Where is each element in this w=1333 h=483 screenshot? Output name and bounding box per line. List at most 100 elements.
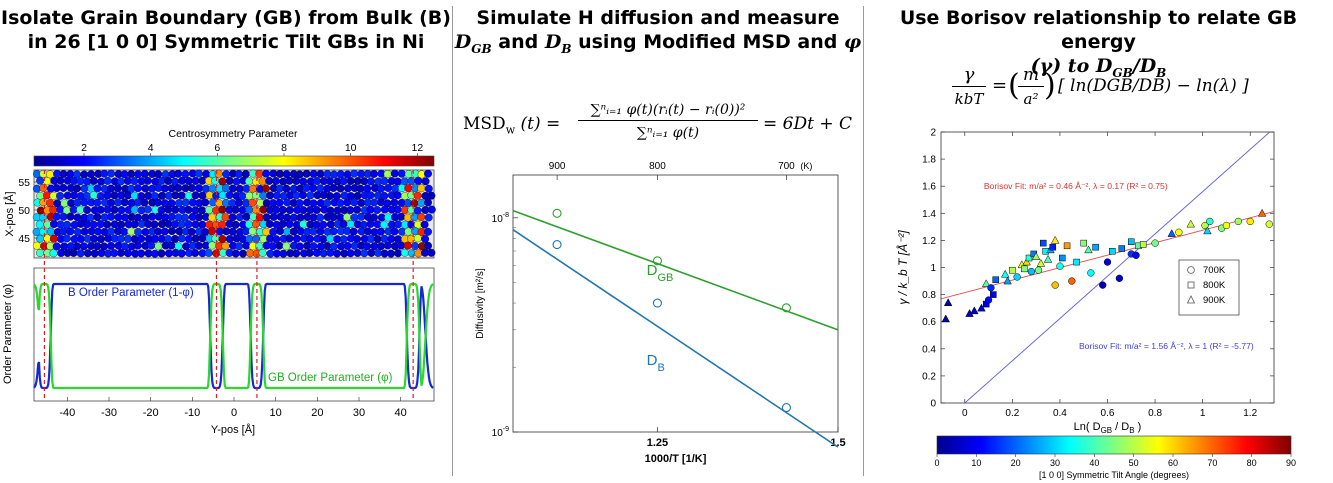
borisov-x-tick-label: 0.6 bbox=[1101, 408, 1115, 419]
atoms-y-tick-label: 45 bbox=[18, 233, 30, 245]
order-x-tick-label: 0 bbox=[231, 407, 237, 419]
borisov-chart: 0 0.2 0.4 0.6 0.8 1 1.2 1.4 1.6 1.8 20 0.2 0.4 0.6 0.8… bbox=[895, 128, 1296, 481]
diffusivity-chart: 10-8 10-9 1.25 1.5 900 800 700 (K) 1000/T [1/K] D… bbox=[475, 161, 846, 465]
csp-colorbar-tick-label: 6 bbox=[214, 142, 220, 154]
diffusivity-y-tick-label: 10-9 bbox=[492, 426, 509, 439]
point-700k bbox=[1034, 266, 1043, 274]
borisov-x-label: Ln( DGB / DB ) bbox=[1074, 421, 1142, 435]
legend-marker-triangle bbox=[1186, 295, 1196, 304]
point-900k bbox=[943, 298, 953, 306]
diffusivity-y-tick-label: 10-8 bbox=[492, 212, 509, 225]
point-800k bbox=[1063, 242, 1071, 250]
csp-colorbar-label: Centrosymmetry Parameter bbox=[169, 128, 298, 140]
msd-rhs: = 6Dt + C bbox=[763, 114, 852, 134]
legend-box bbox=[1178, 259, 1240, 316]
point-900k bbox=[977, 303, 986, 312]
borisov-x-tick-label: 0 bbox=[962, 408, 968, 419]
msd-denominator: ∑ⁿᵢ₌₁ φ(t) bbox=[636, 125, 700, 141]
legend-marker-square bbox=[1187, 281, 1195, 289]
order-x-tick-label: -40 bbox=[59, 407, 75, 419]
angle-colorbar-label: [1 0 0] Symmetric Tilt Angle (degrees) bbox=[1039, 470, 1189, 480]
point-700k bbox=[987, 284, 995, 292]
panel-borisov: Use Borisov relationship to relate GB en… bbox=[864, 0, 1333, 483]
point-700k bbox=[1099, 281, 1107, 289]
borisov-y-tick-label: 1.8 bbox=[922, 155, 936, 166]
temperature-tick-label: 900 bbox=[549, 161, 566, 172]
borisov-y-tick-label: 0.8 bbox=[922, 290, 936, 301]
point-700k bbox=[1222, 221, 1231, 230]
borisov-y-tick-label: 0 bbox=[930, 399, 936, 410]
borisov-points bbox=[941, 208, 1273, 323]
panel-a-title-line2: in 26 [1 0 0] Symmetric Tilt GBs in Ni bbox=[27, 31, 425, 53]
borisov-x-tick-label: 0.2 bbox=[1005, 408, 1019, 419]
borisov-fit-lines bbox=[941, 132, 1274, 403]
legend-marker-circle bbox=[1187, 266, 1195, 274]
panel-b-title-line2: DGB and DB using Modified MSD and φ bbox=[454, 31, 862, 56]
point-900k bbox=[1022, 257, 1031, 266]
point-800k bbox=[1128, 238, 1135, 246]
data-point-d_gb bbox=[781, 303, 791, 313]
point-800k bbox=[1021, 265, 1028, 273]
borisov-y-tick-label: 0.2 bbox=[922, 371, 936, 382]
point-700k bbox=[1201, 221, 1209, 230]
b-order-label: B Order Parameter (1-φ) bbox=[68, 287, 194, 299]
angle-colorbar-tick-label: 20 bbox=[1011, 458, 1021, 468]
point-700k bbox=[1051, 281, 1059, 289]
point-900k bbox=[1043, 254, 1053, 263]
point-700k bbox=[1151, 239, 1159, 247]
point-800k bbox=[1059, 254, 1066, 262]
borisov-x-tick-label: 0.4 bbox=[1053, 408, 1067, 419]
red-fit-label: Borisov Fit: m/a² = 0.46 Å⁻², λ = 0.17 (… bbox=[984, 181, 1168, 191]
diffusivity-x-label: 1000/T [1/K] bbox=[645, 453, 707, 465]
borisov-bracket: [ ln(DGB/DB) − ln(λ) ] bbox=[1058, 76, 1249, 96]
point-800k bbox=[990, 291, 997, 298]
diffusivity-x-tick-label: 1.5 bbox=[830, 437, 845, 449]
csp-colorbar-tick-label: 2 bbox=[81, 142, 87, 154]
point-800k bbox=[1080, 239, 1087, 247]
borisov-y-tick-label: 1.6 bbox=[922, 182, 936, 193]
point-900k bbox=[981, 279, 991, 288]
point-900k bbox=[1186, 219, 1195, 228]
point-800k bbox=[1139, 241, 1147, 248]
order-x-tick-label: -30 bbox=[101, 407, 117, 419]
point-800k bbox=[1073, 258, 1080, 266]
point-900k bbox=[1084, 245, 1093, 254]
borisov-x-tick-label: 0.8 bbox=[1148, 408, 1162, 419]
point-700k bbox=[1132, 251, 1140, 259]
temperature-tick-label: 800 bbox=[649, 161, 666, 172]
order-x-tick-label: -10 bbox=[184, 407, 200, 419]
borisov-y-tick-label: 1.4 bbox=[922, 209, 936, 220]
legend-item-label: 900K bbox=[1203, 295, 1226, 306]
borisov-legend: 700K 800K 900K bbox=[1178, 259, 1240, 316]
point-700k bbox=[1013, 273, 1021, 281]
legend-item-label: 800K bbox=[1203, 280, 1226, 291]
point-800k bbox=[1109, 247, 1116, 255]
point-700k bbox=[1246, 217, 1254, 226]
point-700k bbox=[1056, 262, 1064, 270]
angle-colorbar-tick-label: 80 bbox=[1247, 458, 1257, 468]
point-700k bbox=[1027, 267, 1036, 276]
angle-colorbar-tick-label: 40 bbox=[1089, 458, 1099, 468]
order-x-tick-label: 40 bbox=[395, 407, 407, 419]
panel-b-title-line1: Simulate H diffusion and measure bbox=[476, 7, 840, 29]
legend-item-label: 700K bbox=[1203, 265, 1226, 276]
order-y-label: Order Parameter (φ) bbox=[2, 284, 14, 384]
panel-b-title: Simulate H diffusion and measure DGB and… bbox=[453, 6, 863, 61]
atom-field bbox=[32, 169, 436, 258]
blue-fit-label: Borisov Fit: m/a² = 1.56 Å⁻², λ = 1 (R² … bbox=[1079, 341, 1254, 351]
borisov-y-tick-label: 0.4 bbox=[922, 344, 936, 355]
borisov-y-tick-label: 0.6 bbox=[922, 317, 936, 328]
blue-fit-line bbox=[964, 132, 1271, 403]
csp-colorbar-tick-label: 12 bbox=[411, 142, 423, 154]
panel-a-figure: Centrosymmetry Parameter 2 4 6 8 10 12 55 50 45… bbox=[2, 128, 436, 436]
borisov-x-tick-label: 1 bbox=[1200, 408, 1206, 419]
data-point-d_b bbox=[652, 298, 662, 308]
point-800k bbox=[1040, 239, 1047, 247]
point-800k bbox=[1025, 254, 1033, 262]
angle-colorbar-tick-label: 70 bbox=[1207, 458, 1217, 468]
point-900k bbox=[941, 314, 950, 323]
point-800k bbox=[1118, 245, 1126, 252]
borisov-x-tick-label: 1.2 bbox=[1243, 408, 1257, 419]
angle-colorbar-tick-label: 50 bbox=[1129, 458, 1139, 468]
gb-order-curve bbox=[33, 282, 434, 390]
